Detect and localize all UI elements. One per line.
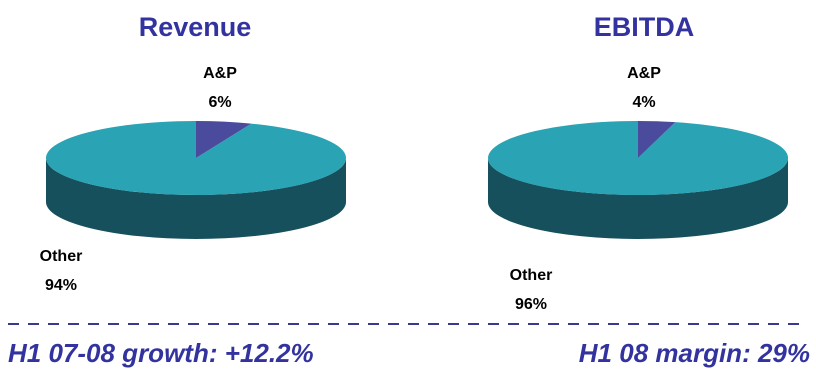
ebitda-other-slice-side: [488, 158, 788, 239]
revenue-other-value: 94%: [45, 277, 77, 294]
ebitda-ap-slice: [638, 121, 676, 158]
ebitda-margin-caption: H1 08 margin: 29%: [578, 338, 810, 368]
ebitda-chart-title: EBITDA: [594, 12, 695, 42]
revenue-ap-value: 6%: [208, 94, 231, 111]
revenue-ap-label: A&P: [203, 65, 237, 82]
revenue-chart-title: Revenue: [139, 12, 252, 42]
revenue-other-label: Other: [40, 248, 83, 265]
ebitda-ap-value: 4%: [632, 94, 655, 111]
ebitda-other-label: Other: [510, 267, 553, 284]
ebitda-other-value: 96%: [515, 296, 547, 313]
revenue-other-slice-side: [46, 158, 346, 239]
ebitda-other-slice: [488, 121, 789, 195]
ebitda-ap-label: A&P: [627, 65, 661, 82]
revenue-ap-slice: [196, 121, 252, 158]
revenue-growth-caption: H1 07-08 growth: +12.2%: [8, 338, 314, 368]
revenue-other-slice: [45, 121, 346, 195]
